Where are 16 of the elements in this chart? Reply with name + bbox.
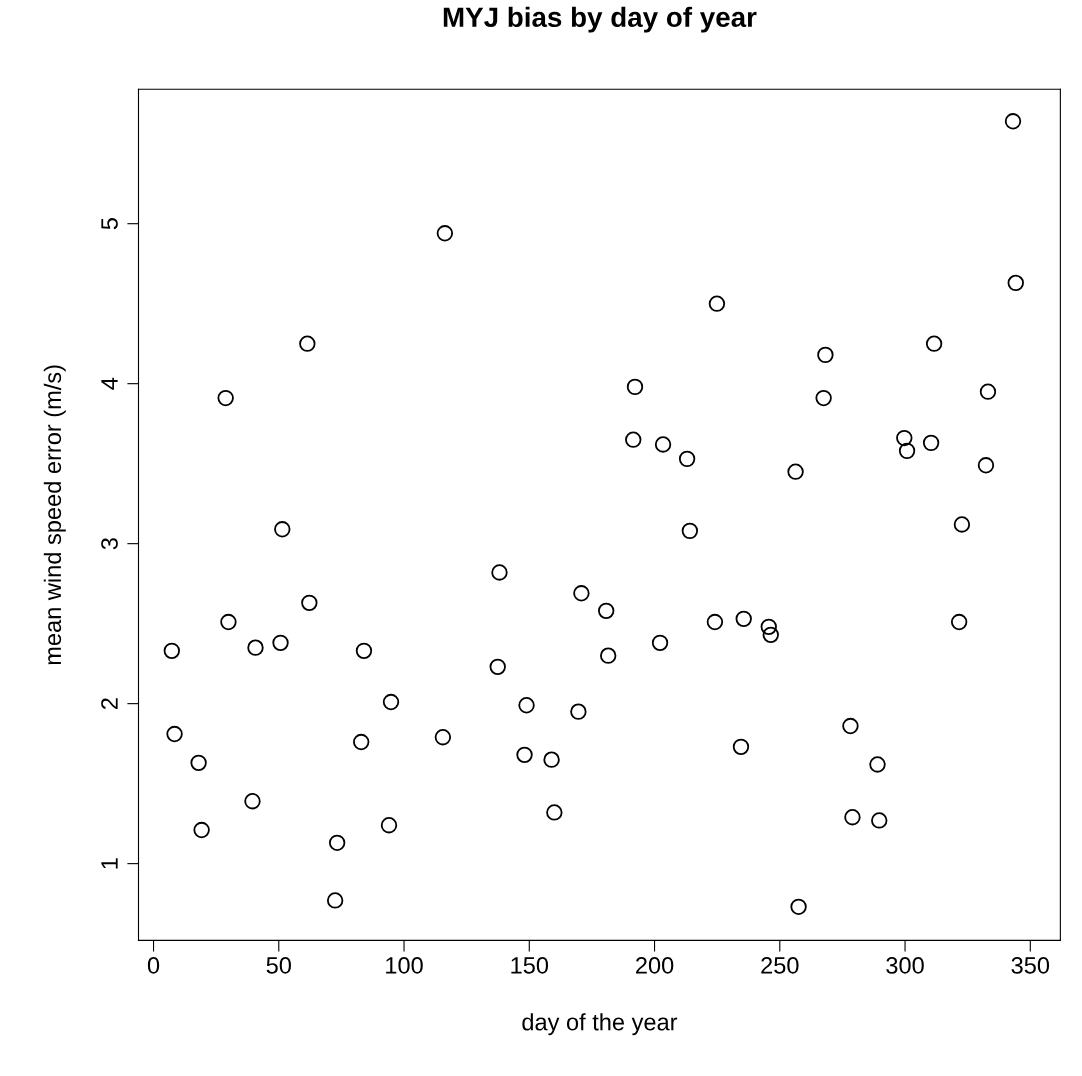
x-tick-label: 300 <box>886 957 924 974</box>
x-axis-title: day of the year <box>522 1013 678 1036</box>
x-tick-label: 350 <box>1011 957 1050 974</box>
x-tick-label: 250 <box>761 957 799 974</box>
x-tick-label: 150 <box>511 957 549 974</box>
x-tick-label: 50 <box>266 957 291 974</box>
y-tick-label: 4 <box>101 377 118 390</box>
x-tick-label: 200 <box>636 957 674 974</box>
x-tick-label: 100 <box>386 957 423 974</box>
x-tick-label: 0 <box>147 957 160 974</box>
chart-title: MYJ bias by day of year <box>443 6 757 33</box>
y-tick-label: 1 <box>101 858 118 869</box>
y-tick-label: 2 <box>101 698 118 710</box>
y-tick-label: 5 <box>101 218 118 230</box>
y-tick-label: 3 <box>101 538 118 550</box>
y-axis-title: mean wind speed error (m/s) <box>43 365 66 665</box>
